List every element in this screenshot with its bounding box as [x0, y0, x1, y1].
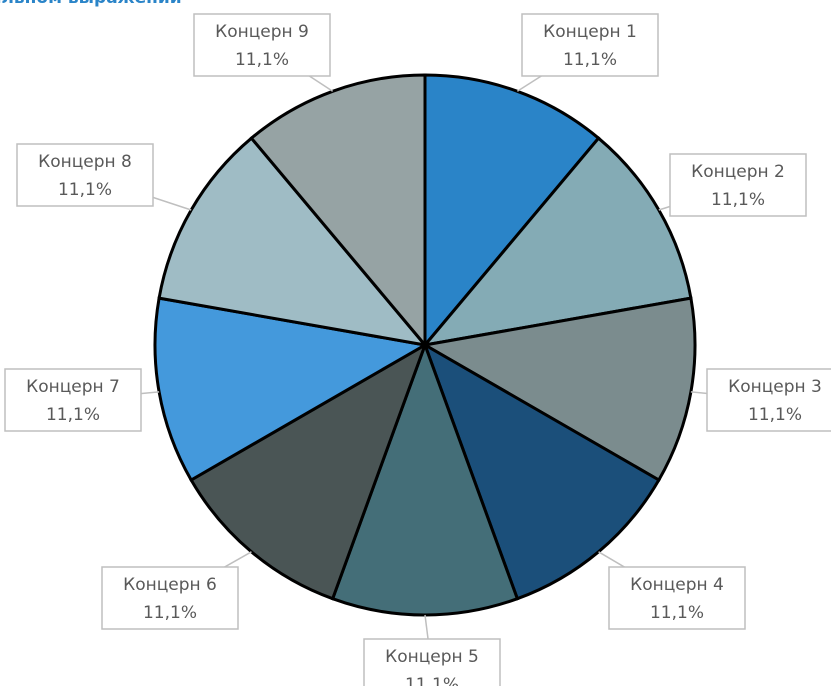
value-label: 11,1%: [748, 405, 802, 425]
category-label: Концерн 9: [215, 22, 309, 42]
category-label: Концерн 1: [543, 22, 637, 42]
pie-slice: [189, 341, 428, 601]
value-label: 11,1%: [58, 180, 112, 200]
labels: Концерн 1 11,1% Концерн 2 11,1% Концерн 3 11,…: [4, 13, 831, 686]
category-label: Концерн 3: [728, 377, 822, 397]
value-label: 11,1%: [405, 675, 459, 686]
slices: [153, 73, 697, 617]
value-label: 11,1%: [563, 50, 617, 70]
label-box: [706, 368, 831, 432]
label-box: [4, 368, 142, 432]
pie-slice: [422, 341, 661, 601]
chart-title: альном выражении: [0, 0, 182, 8]
category-label: Концерн 7: [26, 377, 120, 397]
label-box: [16, 143, 154, 207]
pie-slice: [330, 340, 520, 617]
label-box: [608, 566, 746, 630]
value-label: 11,1%: [711, 190, 765, 210]
value-label: 11,1%: [235, 50, 289, 70]
label-box: [363, 638, 501, 686]
category-label: Концерн 2: [691, 162, 785, 182]
label-box: [669, 153, 807, 217]
label-box: [193, 13, 331, 77]
category-label: Концерн 6: [123, 575, 217, 595]
label-box: [101, 566, 239, 630]
value-label: 11,1%: [46, 405, 100, 425]
category-label: Концерн 4: [630, 575, 724, 595]
category-label: Концерн 5: [385, 647, 479, 667]
value-label: 11,1%: [143, 603, 197, 623]
category-label: Концерн 8: [38, 152, 132, 172]
value-label: 11,1%: [650, 603, 704, 623]
label-box: [521, 13, 659, 77]
